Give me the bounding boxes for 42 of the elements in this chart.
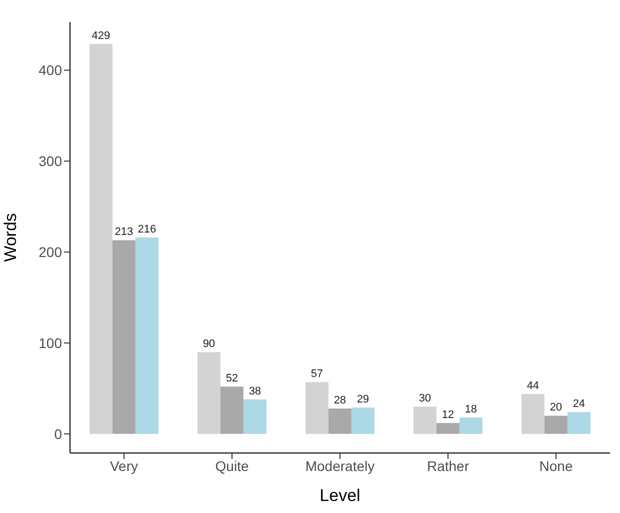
y-axis-title: Words (1, 213, 20, 262)
y-tick-label: 0 (54, 426, 62, 442)
bar (197, 352, 220, 434)
x-tick-label: Very (110, 458, 138, 474)
data-label: 57 (310, 368, 324, 380)
data-label: 44 (526, 380, 540, 392)
y-tick-label: 400 (38, 62, 62, 78)
data-label: 28 (334, 394, 346, 406)
data-label: 90 (202, 338, 216, 350)
data-label: 213 (114, 226, 134, 238)
x-tick-label: Rather (426, 458, 470, 474)
x-tick-label: None (539, 458, 573, 474)
bar (413, 406, 436, 434)
bar (521, 394, 544, 434)
data-label: 216 (138, 224, 156, 236)
x-axis-title: Level (320, 486, 360, 505)
bar (459, 418, 482, 434)
data-label: 52 (226, 372, 238, 385)
bar (135, 238, 158, 434)
bar (567, 412, 590, 434)
data-label: 24 (572, 398, 586, 410)
y-tick-label: 200 (38, 244, 62, 260)
bar (305, 382, 328, 434)
data-label: 18 (464, 404, 478, 416)
data-label: 29 (356, 394, 370, 406)
bar (436, 422, 460, 434)
bar (544, 416, 568, 434)
y-tick-label: 100 (38, 334, 62, 351)
data-label: 429 (92, 30, 110, 42)
x-tick-label: Moderately (305, 458, 375, 474)
data-label: 38 (248, 385, 262, 398)
x-tick-label: Quite (215, 458, 249, 474)
bar (351, 408, 374, 434)
bar (220, 386, 244, 434)
bar (328, 408, 352, 434)
bar (89, 44, 112, 434)
data-label: 12 (442, 408, 454, 421)
bar (112, 240, 136, 434)
bar (243, 399, 266, 434)
data-label: 30 (418, 392, 432, 405)
y-tick-label: 300 (38, 153, 62, 170)
data-label: 20 (550, 402, 562, 414)
